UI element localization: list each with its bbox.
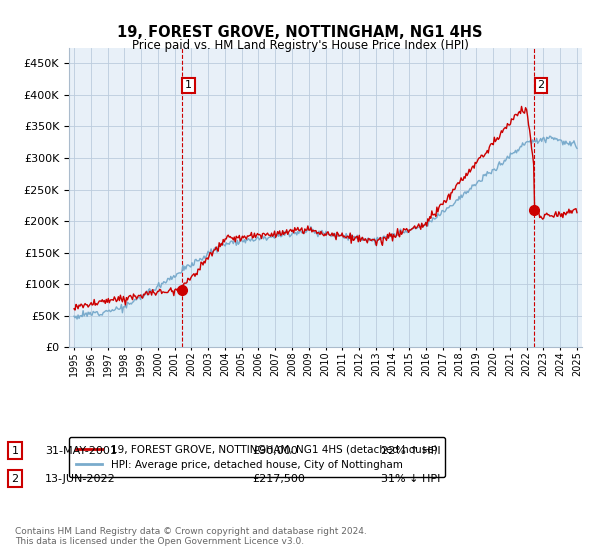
Text: 13-JUN-2022: 13-JUN-2022 [45,474,116,484]
Text: Contains HM Land Registry data © Crown copyright and database right 2024.
This d: Contains HM Land Registry data © Crown c… [15,526,367,546]
Text: 1: 1 [185,81,192,91]
Legend: 19, FOREST GROVE, NOTTINGHAM, NG1 4HS (detached house), HPI: Average price, deta: 19, FOREST GROVE, NOTTINGHAM, NG1 4HS (d… [69,437,445,477]
Text: Price paid vs. HM Land Registry's House Price Index (HPI): Price paid vs. HM Land Registry's House … [131,39,469,52]
Text: 31% ↓ HPI: 31% ↓ HPI [381,474,440,484]
Text: £217,500: £217,500 [252,474,305,484]
Text: 19, FOREST GROVE, NOTTINGHAM, NG1 4HS: 19, FOREST GROVE, NOTTINGHAM, NG1 4HS [117,25,483,40]
Text: 2: 2 [11,474,19,484]
Text: 31-MAY-2001: 31-MAY-2001 [45,446,117,456]
Text: 22% ↑ HPI: 22% ↑ HPI [381,446,440,456]
Text: 1: 1 [11,446,19,456]
Text: £90,000: £90,000 [252,446,298,456]
Text: 2: 2 [538,81,544,91]
